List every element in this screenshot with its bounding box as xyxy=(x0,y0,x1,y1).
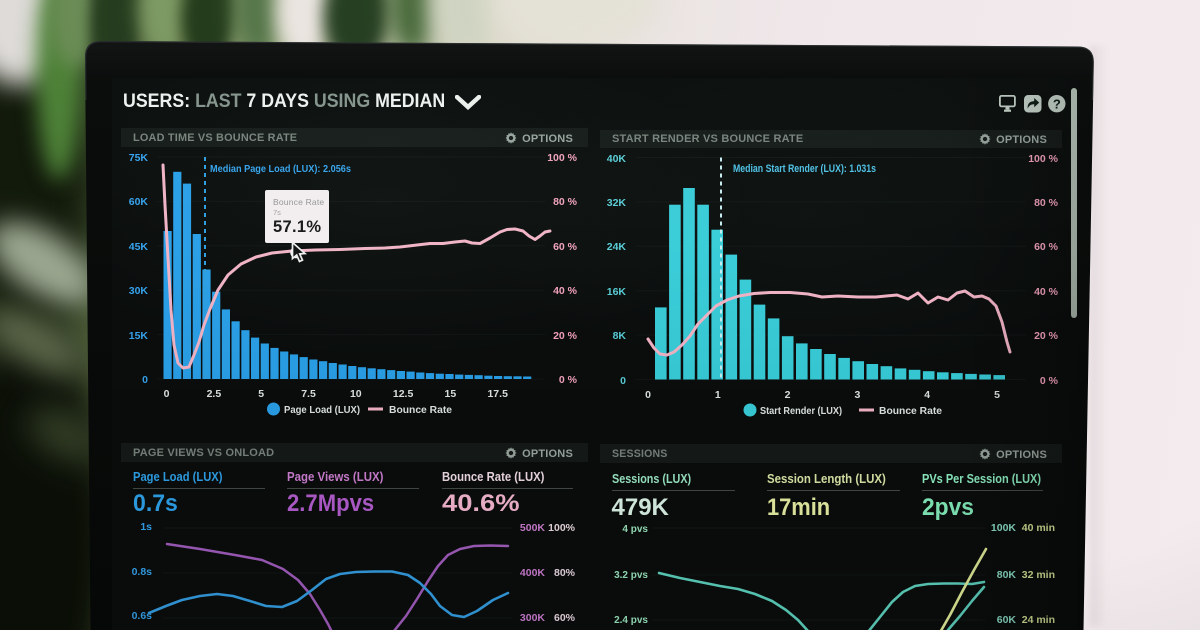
svg-text:32 min: 32 min xyxy=(1022,569,1055,581)
svg-text:0: 0 xyxy=(164,388,170,400)
svg-text:40 %: 40 % xyxy=(1034,286,1059,298)
svg-text:60K: 60K xyxy=(997,614,1017,626)
svg-text:2.4 pvs: 2.4 pvs xyxy=(614,615,648,626)
svg-text:16K: 16K xyxy=(607,286,627,298)
svg-text:60 %: 60 % xyxy=(1034,241,1059,253)
svg-text:2.5: 2.5 xyxy=(207,388,222,400)
svg-text:40 min: 40 min xyxy=(1022,522,1055,534)
svg-text:100 %: 100 % xyxy=(547,152,577,164)
svg-text:80 %: 80 % xyxy=(553,196,578,208)
svg-text:15K: 15K xyxy=(129,330,149,342)
svg-text:Page Load (LUX): Page Load (LUX) xyxy=(284,404,360,416)
svg-text:40K: 40K xyxy=(607,153,627,165)
svg-text:100%: 100% xyxy=(548,522,576,534)
svg-text:?: ? xyxy=(1053,96,1061,111)
svg-text:80K: 80K xyxy=(997,569,1017,581)
svg-text:10: 10 xyxy=(350,388,362,400)
svg-text:1s: 1s xyxy=(140,521,152,533)
svg-text:Start Render (LUX): Start Render (LUX) xyxy=(760,405,842,417)
svg-text:300K: 300K xyxy=(520,612,546,624)
svg-text:500K: 500K xyxy=(520,522,546,534)
svg-text:0 %: 0 % xyxy=(559,374,578,386)
svg-text:400K: 400K xyxy=(520,567,546,579)
svg-text:0.8s: 0.8s xyxy=(132,566,153,578)
svg-text:5: 5 xyxy=(994,389,1000,401)
svg-text:0.6s: 0.6s xyxy=(132,610,153,622)
svg-text:15: 15 xyxy=(445,388,457,400)
svg-text:5: 5 xyxy=(258,388,264,400)
svg-text:20 %: 20 % xyxy=(1034,330,1059,342)
svg-text:24 min: 24 min xyxy=(1022,614,1055,626)
svg-text:Bounce Rate: Bounce Rate xyxy=(389,404,452,416)
svg-text:20 %: 20 % xyxy=(553,330,578,342)
svg-text:32K: 32K xyxy=(607,197,627,209)
svg-text:0 %: 0 % xyxy=(1040,375,1059,387)
svg-text:Bounce Rate: Bounce Rate xyxy=(879,405,942,417)
svg-text:3: 3 xyxy=(854,389,860,401)
svg-text:100K: 100K xyxy=(991,522,1017,534)
svg-text:40 %: 40 % xyxy=(553,285,578,297)
svg-text:Median Page Load (LUX): 2.056s: Median Page Load (LUX): 2.056s xyxy=(210,163,351,175)
svg-text:1: 1 xyxy=(715,389,721,401)
svg-text:2: 2 xyxy=(785,389,791,401)
svg-text:30K: 30K xyxy=(129,285,149,297)
svg-text:4 pvs: 4 pvs xyxy=(622,524,648,535)
svg-text:60%: 60% xyxy=(554,612,576,624)
svg-text:12.5: 12.5 xyxy=(393,388,414,400)
svg-text:80 %: 80 % xyxy=(1034,197,1059,209)
svg-text:4: 4 xyxy=(924,389,930,401)
svg-text:0: 0 xyxy=(645,389,651,401)
svg-text:8K: 8K xyxy=(613,330,627,342)
svg-text:Median Start Render (LUX): 1.0: Median Start Render (LUX): 1.031s xyxy=(733,163,876,175)
svg-text:60K: 60K xyxy=(129,196,149,208)
svg-text:0: 0 xyxy=(142,374,148,386)
svg-text:3.2 pvs: 3.2 pvs xyxy=(614,570,648,581)
svg-text:7.5: 7.5 xyxy=(301,388,316,400)
svg-text:0: 0 xyxy=(620,375,626,387)
svg-text:24K: 24K xyxy=(607,241,627,253)
svg-text:100 %: 100 % xyxy=(1028,153,1058,165)
svg-text:17.5: 17.5 xyxy=(487,388,508,400)
svg-text:45K: 45K xyxy=(129,241,149,253)
svg-text:80%: 80% xyxy=(554,567,576,579)
svg-text:75K: 75K xyxy=(129,152,149,164)
svg-text:60 %: 60 % xyxy=(553,241,578,253)
